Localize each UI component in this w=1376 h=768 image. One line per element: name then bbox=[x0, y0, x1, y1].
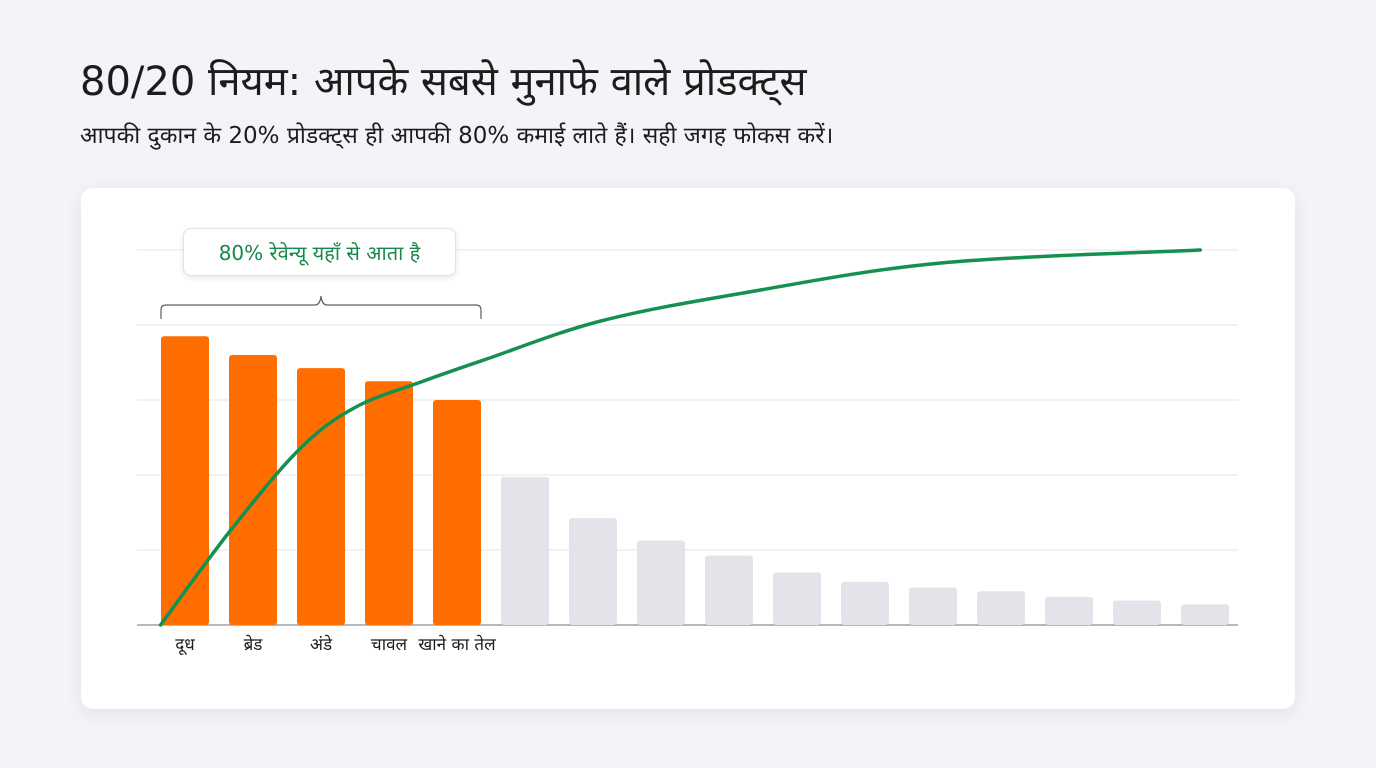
bar-highlight bbox=[297, 368, 345, 625]
bar-highlight bbox=[229, 355, 277, 625]
x-tick-label: चावल bbox=[370, 635, 408, 655]
x-tick-label: ब्रेड bbox=[243, 635, 263, 655]
annotation-callout: 80% रेवेन्यू यहाँ से आता है bbox=[183, 228, 456, 276]
bar bbox=[501, 476, 549, 625]
page-subtitle: आपकी दुकान के 20% प्रोडक्ट्स ही आपकी 80%… bbox=[80, 123, 834, 149]
bar-highlight bbox=[365, 381, 413, 625]
bar bbox=[1045, 596, 1093, 625]
x-tick-label: अंडे bbox=[309, 635, 333, 655]
x-tick-label: खाने का तेल bbox=[418, 635, 496, 655]
bar bbox=[909, 587, 957, 625]
bar bbox=[569, 518, 617, 625]
annotation-text: 80% रेवेन्यू यहाँ से आता है bbox=[218, 240, 421, 265]
bar-highlight bbox=[161, 336, 209, 625]
bar-highlight bbox=[433, 400, 481, 625]
bar bbox=[1181, 604, 1229, 625]
bar bbox=[977, 591, 1025, 625]
x-tick-label: दूध bbox=[175, 635, 195, 655]
bar bbox=[637, 540, 685, 625]
bar bbox=[1113, 600, 1161, 625]
bar bbox=[841, 581, 889, 625]
page-title: 80/20 नियम: आपके सबसे मुनाफे वाले प्रोडक… bbox=[80, 59, 807, 105]
bar bbox=[773, 572, 821, 625]
cumulative-line bbox=[158, 248, 1202, 627]
bracket bbox=[160, 295, 482, 319]
bar bbox=[705, 555, 753, 625]
